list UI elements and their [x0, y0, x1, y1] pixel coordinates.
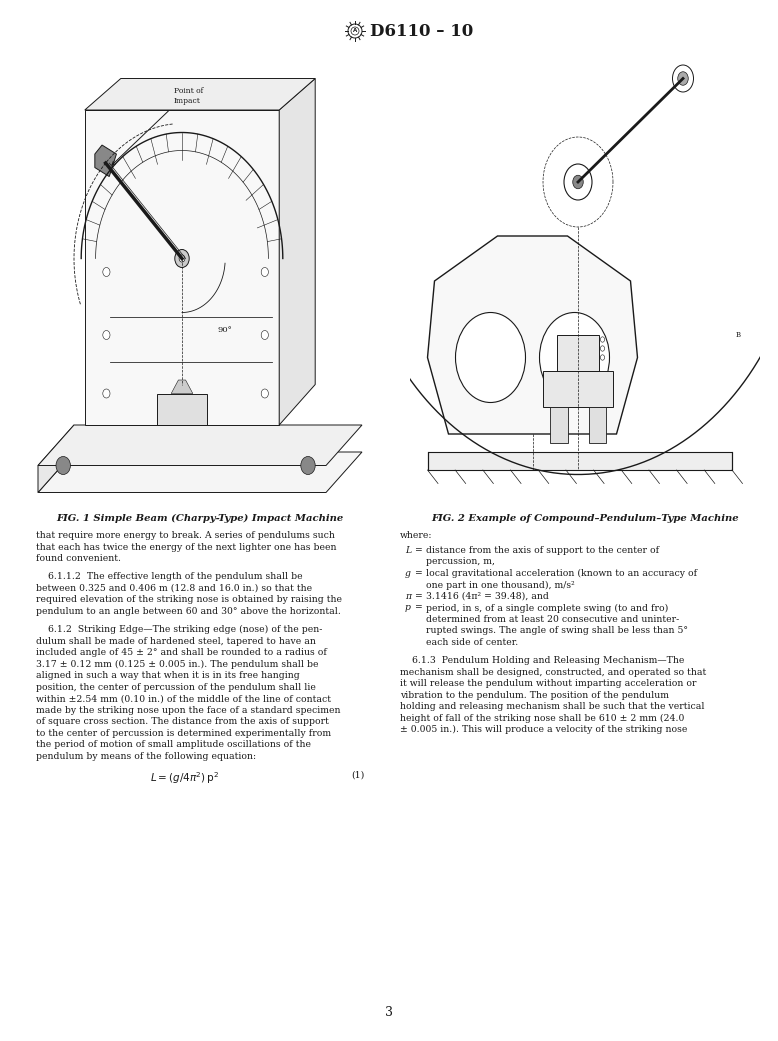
Text: mechanism shall be designed, constructed, and operated so that: mechanism shall be designed, constructed… [400, 668, 706, 677]
Text: of square cross section. The distance from the axis of support: of square cross section. The distance fr… [36, 717, 329, 727]
Text: 6.1.2  Striking Edge—The striking edge (nose) of the pen-: 6.1.2 Striking Edge—The striking edge (n… [36, 626, 322, 634]
Circle shape [56, 457, 70, 475]
Text: vibration to the pendulum. The position of the pendulum: vibration to the pendulum. The position … [400, 691, 669, 700]
Circle shape [301, 457, 315, 475]
Text: =: = [414, 545, 422, 555]
Text: Point of
Impact: Point of Impact [174, 87, 203, 104]
Text: (1): (1) [352, 770, 365, 780]
Polygon shape [85, 78, 315, 110]
Text: pendulum to an angle between 60 and 30° above the horizontal.: pendulum to an angle between 60 and 30° … [36, 607, 341, 616]
Polygon shape [279, 78, 315, 425]
Text: 3: 3 [385, 1007, 393, 1019]
Circle shape [103, 268, 110, 277]
Circle shape [678, 72, 689, 85]
Text: 3.17 ± 0.12 mm (0.125 ± 0.005 in.). The pendulum shall be: 3.17 ± 0.12 mm (0.125 ± 0.005 in.). The … [36, 660, 318, 669]
Text: each side of center.: each side of center. [426, 638, 518, 646]
Polygon shape [85, 110, 279, 425]
Text: it will release the pendulum without imparting acceleration or: it will release the pendulum without imp… [400, 680, 696, 688]
Text: position, the center of percussion of the pendulum shall lie: position, the center of percussion of th… [36, 683, 316, 692]
Circle shape [601, 337, 605, 342]
Text: =: = [414, 569, 422, 578]
Polygon shape [95, 145, 117, 177]
Text: p: p [405, 604, 411, 612]
Polygon shape [427, 236, 637, 434]
Text: that each has twice the energy of the next lighter one has been: that each has twice the energy of the ne… [36, 542, 337, 552]
Polygon shape [427, 452, 732, 469]
Polygon shape [543, 371, 613, 407]
Text: FIG. 1 Simple Beam (Charpy-Type) Impact Machine: FIG. 1 Simple Beam (Charpy-Type) Impact … [56, 514, 344, 524]
Circle shape [175, 250, 189, 268]
Text: period, in s, of a single complete swing (to and fro): period, in s, of a single complete swing… [426, 604, 668, 612]
Text: determined from at least 20 consecutive and uninter-: determined from at least 20 consecutive … [426, 615, 679, 624]
Text: =: = [414, 592, 422, 601]
Circle shape [539, 312, 609, 403]
Circle shape [573, 175, 584, 188]
Text: FIG. 2 Example of Compound–Pendulum–Type Machine: FIG. 2 Example of Compound–Pendulum–Type… [431, 514, 739, 523]
Circle shape [601, 355, 605, 360]
Polygon shape [38, 452, 362, 492]
Polygon shape [171, 380, 193, 393]
Circle shape [261, 330, 268, 339]
Text: ± 0.005 in.). This will produce a velocity of the striking nose: ± 0.005 in.). This will produce a veloci… [400, 726, 688, 735]
Circle shape [261, 389, 268, 398]
Text: included angle of 45 ± 2° and shall be rounded to a radius of: included angle of 45 ± 2° and shall be r… [36, 649, 327, 657]
Text: =: = [414, 604, 422, 612]
Circle shape [103, 330, 110, 339]
Text: the period of motion of small amplitude oscillations of the: the period of motion of small amplitude … [36, 740, 311, 750]
Text: that require more energy to break. A series of pendulums such: that require more energy to break. A ser… [36, 531, 335, 540]
Circle shape [601, 346, 605, 351]
Text: percussion, m,: percussion, m, [426, 557, 495, 566]
Text: required elevation of the striking nose is obtained by raising the: required elevation of the striking nose … [36, 595, 342, 605]
Text: height of fall of the striking nose shall be 610 ± 2 mm (24.0: height of fall of the striking nose shal… [400, 714, 685, 723]
Polygon shape [38, 425, 74, 492]
Text: 90°: 90° [218, 327, 233, 334]
Text: aligned in such a way that when it is in its free hanging: aligned in such a way that when it is in… [36, 671, 300, 681]
Text: rupted swings. The angle of swing shall be less than 5°: rupted swings. The angle of swing shall … [426, 627, 688, 635]
Text: 6.1.3  Pendulum Holding and Releasing Mechanism—The: 6.1.3 Pendulum Holding and Releasing Mec… [400, 656, 685, 665]
Circle shape [261, 268, 268, 277]
Text: g: g [405, 569, 411, 578]
Text: A: A [353, 28, 357, 33]
Text: D6110 – 10: D6110 – 10 [370, 23, 473, 40]
Text: made by the striking nose upon the face of a standard specimen: made by the striking nose upon the face … [36, 706, 341, 715]
Text: to the center of percussion is determined experimentally from: to the center of percussion is determine… [36, 729, 331, 738]
Text: 6.1.1.2  The effective length of the pendulum shall be: 6.1.1.2 The effective length of the pend… [36, 573, 303, 582]
Circle shape [455, 312, 525, 403]
Text: π: π [405, 592, 411, 601]
Text: B: B [735, 331, 741, 339]
Text: $L = (g/4\pi^2)\,\mathrm{p}^2$: $L = (g/4\pi^2)\,\mathrm{p}^2$ [150, 770, 219, 786]
Text: holding and releasing mechanism shall be such that the vertical: holding and releasing mechanism shall be… [400, 703, 705, 711]
Polygon shape [38, 425, 362, 465]
Text: distance from the axis of support to the center of: distance from the axis of support to the… [426, 545, 659, 555]
Text: pendulum by means of the following equation:: pendulum by means of the following equat… [36, 752, 256, 761]
Text: local gravitational acceleration (known to an accuracy of: local gravitational acceleration (known … [426, 569, 697, 578]
Polygon shape [550, 407, 567, 443]
Circle shape [564, 164, 592, 200]
Text: where:: where: [400, 531, 433, 540]
Circle shape [179, 255, 185, 262]
Circle shape [672, 65, 693, 92]
Polygon shape [557, 335, 599, 371]
Text: one part in one thousand), m/s²: one part in one thousand), m/s² [426, 581, 575, 589]
Polygon shape [588, 407, 606, 443]
Text: within ±2.54 mm (0.10 in.) of the middle of the line of contact: within ±2.54 mm (0.10 in.) of the middle… [36, 694, 331, 704]
Text: dulum shall be made of hardened steel, tapered to have an: dulum shall be made of hardened steel, t… [36, 637, 316, 645]
Text: L: L [405, 545, 411, 555]
Circle shape [103, 389, 110, 398]
Polygon shape [157, 393, 207, 425]
Text: between 0.325 and 0.406 m (12.8 and 16.0 in.) so that the: between 0.325 and 0.406 m (12.8 and 16.0… [36, 584, 312, 593]
Text: 3.1416 (4π² = 39.48), and: 3.1416 (4π² = 39.48), and [426, 592, 548, 601]
Text: found convenient.: found convenient. [36, 554, 121, 563]
